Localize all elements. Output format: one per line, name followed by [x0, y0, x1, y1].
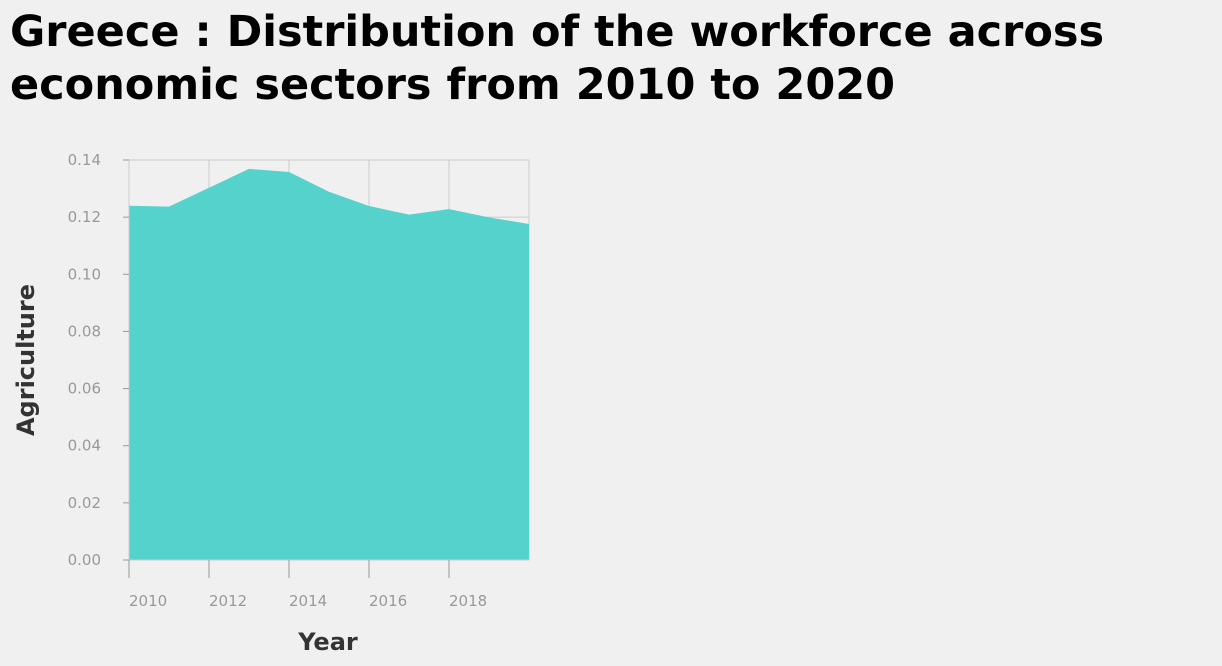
y-tick-label: 0.04: [68, 437, 101, 455]
y-tick-label: 0.08: [68, 322, 101, 340]
x-tick-label: 2016: [369, 592, 407, 610]
agriculture-area: [129, 168, 529, 560]
axes: 0.00 0.02 0.04 0.06 0.08 0.10 0.12 0.14 2010 2012…: [68, 151, 529, 610]
y-tick-label: 0.02: [68, 494, 101, 512]
y-tick-label: 0.10: [68, 265, 101, 283]
x-tick-label: 2018: [449, 592, 487, 610]
x-tick-label: 2014: [289, 592, 327, 610]
chart-title: Greece : Distribution of the workforce a…: [10, 7, 1105, 110]
x-tick-label: 2010: [129, 592, 167, 610]
y-axis-title: Agriculture: [12, 284, 40, 436]
y-tick-label: 0.12: [68, 208, 101, 226]
y-tick-label: 0.00: [68, 551, 101, 569]
y-tick-label: 0.14: [68, 151, 101, 169]
x-axis-title: Year: [297, 628, 358, 656]
x-tick-label: 2012: [209, 592, 247, 610]
y-tick-label: 0.06: [68, 380, 101, 398]
